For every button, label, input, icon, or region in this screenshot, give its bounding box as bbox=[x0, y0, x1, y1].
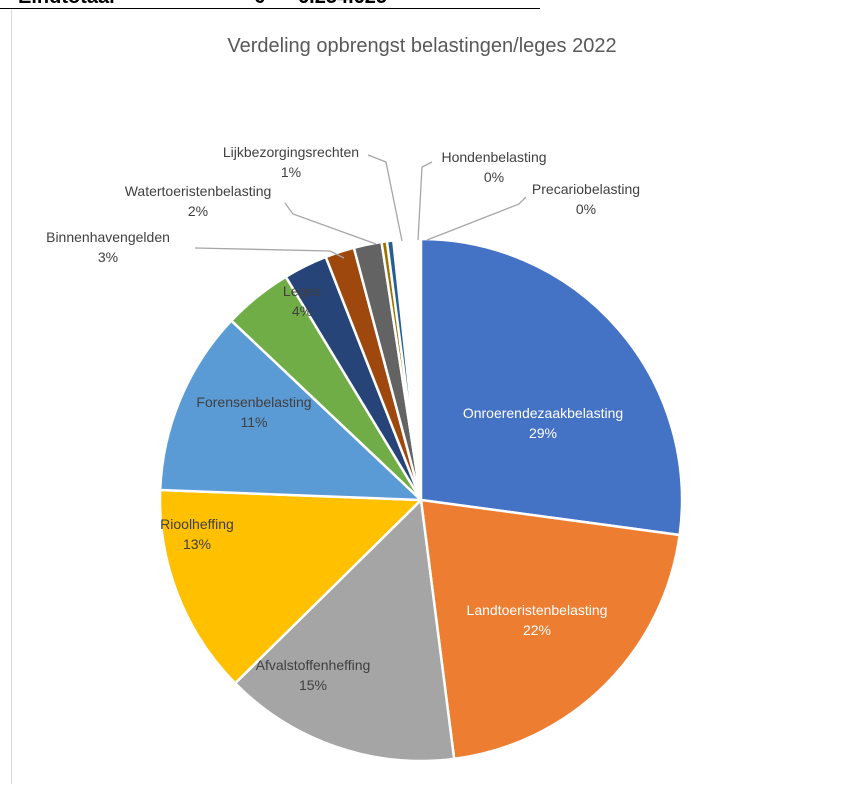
slice-percent-label: 0% bbox=[484, 169, 504, 185]
pie-slice-afvalstoffenheffing bbox=[233, 498, 456, 763]
pie-slice-forensenbelasting bbox=[158, 319, 423, 502]
slice-category-label: Hondenbelasting bbox=[441, 149, 546, 165]
slice-category-label: Leges bbox=[283, 283, 321, 299]
pie-slice-landtoeristenbelasting bbox=[419, 498, 681, 761]
leader-line-watertoeristenbelasting bbox=[284, 202, 377, 245]
slice-category-label: Landtoeristenbelasting bbox=[467, 602, 608, 618]
data-label-landtoeristenbelasting: Landtoeristenbelasting 22% bbox=[467, 602, 608, 638]
slice-percent-label: 22% bbox=[523, 622, 551, 638]
pie-slices bbox=[158, 237, 684, 763]
slice-category-label: Afvalstoffenheffing bbox=[256, 657, 371, 673]
slice-percent-label: 4% bbox=[292, 303, 312, 319]
data-label-leges: Leges 4% bbox=[283, 283, 321, 319]
leader-lines bbox=[194, 154, 527, 259]
cut-off-total-row: Eindtotaal € 6.234.625 bbox=[0, 0, 540, 9]
slice-category-label: Precariobelasting bbox=[532, 181, 640, 197]
total-label: Eindtotaal bbox=[18, 0, 115, 8]
total-value: € 6.234.625 bbox=[254, 0, 387, 8]
data-label-watertoeristenbelasting: Watertoeristenbelasting 2% bbox=[125, 183, 272, 219]
data-label-onroerendezaakbelasting: Onroerendezaakbelasting 29% bbox=[463, 405, 623, 441]
slice-percent-label: 3% bbox=[98, 249, 118, 265]
pie-slice-precariobelasting bbox=[385, 239, 423, 502]
slice-category-label: Binnenhavengelden bbox=[46, 229, 170, 245]
leader-line-lijkbezorgingsrechten bbox=[367, 154, 403, 242]
leader-line-binnenhavengelden bbox=[194, 247, 345, 259]
slice-percent-label: 0% bbox=[576, 201, 596, 217]
data-label-afvalstoffenheffing: Afvalstoffenheffing 15% bbox=[256, 657, 371, 693]
data-label-lijkbezorgingsrechten: Lijkbezorgingsrechten 1% bbox=[223, 144, 359, 180]
pie-slice-onroerendezaakbelasting bbox=[419, 237, 684, 537]
total-underline bbox=[0, 8, 540, 9]
chart-frame bbox=[11, 9, 845, 784]
data-labels: Onroerendezaakbelasting 29% Landtoeristenb… bbox=[46, 144, 640, 693]
slice-category-label: Onroerendezaakbelasting bbox=[463, 405, 623, 421]
slice-percent-label: 2% bbox=[188, 203, 208, 219]
data-label-forensenbelasting: Forensenbelasting 11% bbox=[196, 394, 311, 430]
data-label-binnenhavengelden: Binnenhavengelden 3% bbox=[46, 229, 170, 265]
slice-percent-label: 1% bbox=[281, 164, 301, 180]
leader-line-precariobelasting bbox=[426, 196, 527, 241]
leader-line-hondenbelasting bbox=[417, 161, 433, 241]
slice-percent-label: 13% bbox=[183, 536, 211, 552]
slice-category-label: Rioolheffing bbox=[160, 516, 234, 532]
slice-percent-label: 29% bbox=[529, 425, 557, 441]
data-label-rioolheffing: Rioolheffing 13% bbox=[160, 516, 234, 552]
slice-percent-label: 11% bbox=[241, 414, 268, 430]
slice-category-label: Lijkbezorgingsrechten bbox=[223, 144, 359, 160]
chart-title: Verdeling opbrengst belastingen/leges 20… bbox=[227, 35, 616, 57]
slice-percent-label: 15% bbox=[299, 677, 327, 693]
slice-category-label: Watertoeristenbelasting bbox=[125, 183, 272, 199]
data-label-precariobelasting: Precariobelasting 0% bbox=[532, 181, 640, 217]
slice-category-label: Forensenbelasting bbox=[196, 394, 311, 410]
data-label-hondenbelasting: Hondenbelasting 0% bbox=[441, 149, 546, 185]
pie-slice-rioolheffing bbox=[158, 488, 423, 685]
